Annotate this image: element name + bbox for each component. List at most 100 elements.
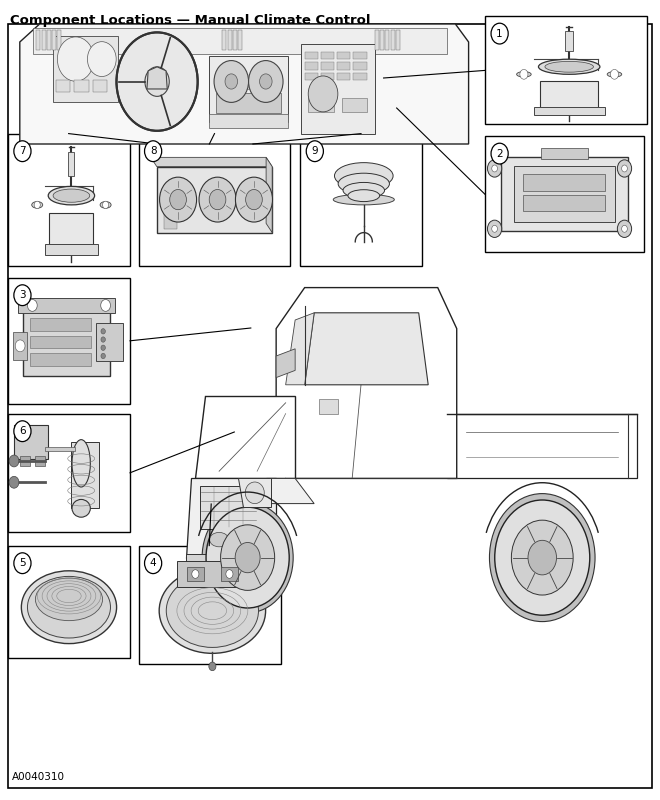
Polygon shape — [20, 24, 469, 144]
Circle shape — [145, 67, 169, 96]
Bar — [540, 81, 598, 111]
Bar — [391, 30, 395, 50]
Text: A0040310: A0040310 — [12, 773, 65, 782]
Ellipse shape — [166, 574, 259, 647]
Circle shape — [214, 61, 249, 102]
Bar — [501, 157, 628, 231]
Ellipse shape — [343, 182, 385, 198]
Circle shape — [101, 329, 106, 334]
Circle shape — [14, 553, 31, 574]
Bar — [30, 336, 91, 348]
Circle shape — [512, 520, 573, 595]
Ellipse shape — [539, 59, 600, 74]
Circle shape — [490, 494, 595, 622]
Bar — [353, 62, 367, 70]
Ellipse shape — [32, 202, 43, 208]
Polygon shape — [150, 158, 272, 166]
Circle shape — [28, 299, 37, 311]
Text: 4: 4 — [150, 558, 156, 568]
Text: 6: 6 — [19, 426, 26, 436]
Circle shape — [308, 76, 338, 112]
Circle shape — [209, 662, 216, 670]
Circle shape — [57, 37, 94, 82]
Bar — [30, 318, 91, 330]
Ellipse shape — [210, 533, 228, 547]
Polygon shape — [276, 287, 457, 478]
Ellipse shape — [159, 568, 265, 654]
Polygon shape — [276, 349, 295, 378]
Circle shape — [14, 285, 31, 306]
Circle shape — [102, 201, 109, 209]
Ellipse shape — [53, 189, 90, 202]
Bar — [209, 114, 288, 128]
Bar — [164, 213, 176, 229]
Polygon shape — [238, 478, 271, 507]
Text: Component Locations — Manual Climate Control: Component Locations — Manual Climate Con… — [10, 14, 370, 27]
Bar — [92, 80, 107, 92]
Circle shape — [520, 70, 528, 79]
Bar — [238, 30, 242, 50]
Bar — [337, 73, 350, 80]
Ellipse shape — [28, 576, 110, 638]
Bar — [342, 98, 368, 112]
Bar — [52, 30, 56, 50]
Text: 5: 5 — [19, 558, 26, 568]
Polygon shape — [286, 313, 314, 385]
Bar — [8, 134, 130, 266]
Ellipse shape — [333, 194, 394, 205]
Bar — [221, 567, 238, 581]
Bar — [186, 554, 281, 572]
Circle shape — [226, 570, 233, 578]
Bar — [534, 106, 605, 115]
Bar — [485, 16, 647, 124]
Circle shape — [491, 143, 508, 164]
Bar — [301, 45, 375, 134]
Bar — [304, 73, 318, 80]
Ellipse shape — [72, 440, 90, 487]
Bar — [69, 152, 75, 176]
Bar — [380, 30, 384, 50]
Circle shape — [101, 337, 106, 342]
Bar — [300, 134, 422, 266]
Bar — [353, 51, 367, 58]
Polygon shape — [45, 446, 75, 451]
Circle shape — [192, 570, 199, 578]
Bar — [33, 28, 447, 54]
Bar — [8, 414, 130, 532]
Polygon shape — [266, 158, 272, 233]
Bar — [187, 567, 204, 581]
Bar — [385, 30, 389, 50]
Bar — [50, 213, 94, 250]
Circle shape — [306, 141, 323, 162]
Bar — [14, 426, 48, 458]
Circle shape — [617, 160, 632, 177]
Circle shape — [9, 476, 19, 488]
Bar — [139, 134, 290, 266]
Bar — [200, 486, 257, 529]
Circle shape — [15, 340, 25, 352]
Ellipse shape — [607, 72, 622, 77]
Polygon shape — [305, 313, 428, 385]
Ellipse shape — [133, 62, 182, 106]
Bar — [304, 62, 318, 70]
Circle shape — [488, 160, 502, 177]
Circle shape — [488, 220, 502, 238]
Circle shape — [101, 345, 106, 350]
Bar — [30, 354, 91, 366]
Bar — [8, 278, 130, 404]
Circle shape — [87, 42, 116, 77]
Bar — [18, 298, 116, 313]
Bar — [523, 174, 605, 190]
Circle shape — [199, 177, 236, 222]
Ellipse shape — [545, 62, 593, 72]
Bar — [47, 30, 51, 50]
Bar — [337, 62, 350, 70]
Circle shape — [491, 23, 508, 44]
Bar — [35, 456, 44, 466]
Polygon shape — [195, 395, 295, 478]
Circle shape — [246, 190, 262, 210]
Bar — [222, 30, 226, 50]
Bar — [321, 62, 334, 70]
Ellipse shape — [348, 190, 379, 202]
Ellipse shape — [72, 499, 90, 517]
